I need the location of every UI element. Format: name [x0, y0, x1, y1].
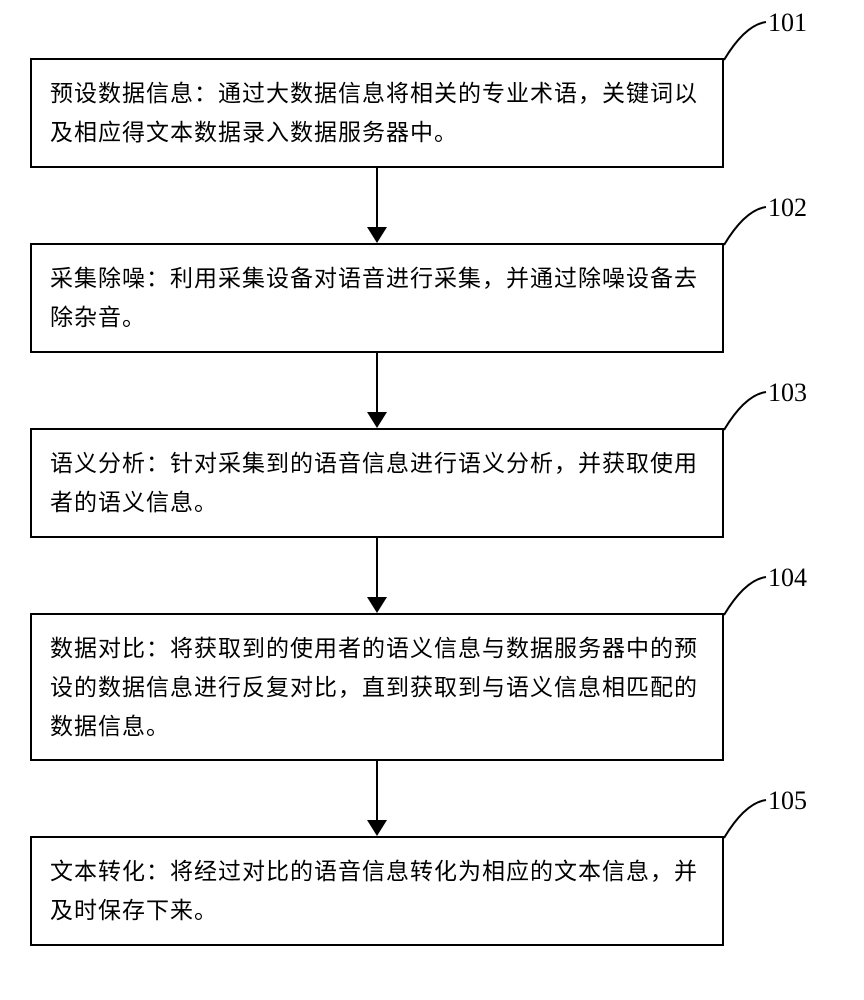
flowchart-canvas: 预设数据信息：通过大数据信息将相关的专业术语，关键词以及相应得文本数据录入数据服…	[0, 0, 864, 1000]
flow-arrow	[0, 0, 864, 1000]
